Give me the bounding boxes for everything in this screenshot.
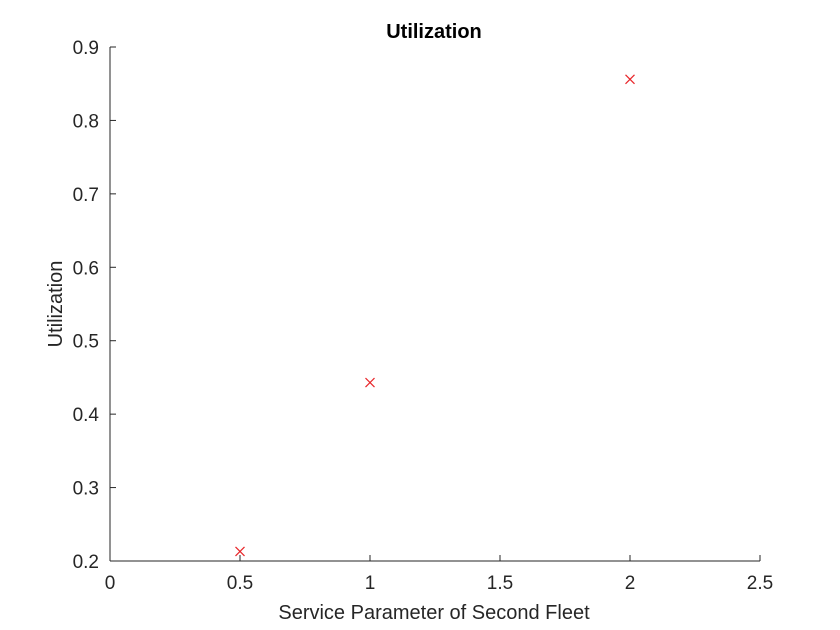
x-tick-label: 2 — [625, 573, 636, 594]
y-axis-label: Utilization — [45, 261, 67, 348]
x-tick-label: 1.5 — [487, 573, 513, 594]
data-point-marker — [625, 74, 635, 85]
y-tick-label: 0.3 — [73, 479, 99, 500]
data-point-marker — [365, 377, 375, 388]
chart-title: Utilization — [386, 21, 482, 43]
y-tick-label: 0.8 — [73, 111, 99, 132]
y-tick-label: 0.2 — [73, 552, 99, 573]
data-points — [235, 74, 635, 557]
x-axis-label: Service Parameter of Second Fleet — [278, 602, 590, 624]
axes — [109, 47, 760, 562]
x-tick-label: 0.5 — [227, 573, 253, 594]
ticks: 0 0.5 1 1.5 2 2.5 0.2 0.3 0.4 0.5 0.6 0.7 0.8 0.9 — [73, 38, 774, 594]
y-tick-label: 0.6 — [73, 258, 99, 279]
y-tick-label: 0.5 — [73, 332, 99, 353]
data-point-marker — [235, 546, 245, 557]
y-tick-label: 0.4 — [73, 405, 100, 426]
x-tick-label: 0 — [105, 573, 116, 594]
x-tick-label: 1 — [365, 573, 376, 594]
y-tick-label: 0.9 — [73, 38, 99, 59]
x-tick-label: 2.5 — [747, 573, 773, 594]
y-tick-label: 0.7 — [73, 185, 99, 206]
